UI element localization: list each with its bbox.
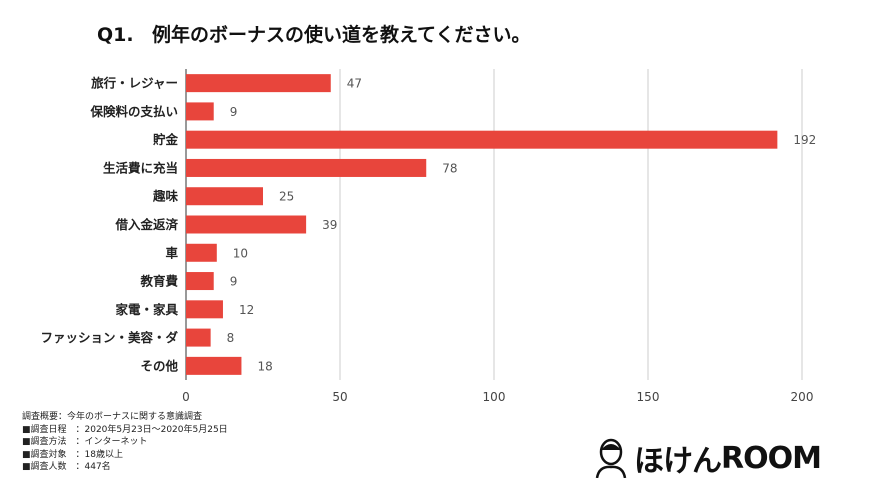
category-label: その他	[140, 358, 178, 373]
data-label: 18	[257, 359, 272, 373]
logo-kana: ほけん	[634, 444, 722, 479]
bar	[186, 158, 427, 177]
category-label: 生活費に充当	[103, 160, 178, 175]
bar	[186, 102, 214, 121]
hokenroom-logo: ほけん ROOM	[594, 436, 822, 480]
category-label: 趣味	[152, 189, 179, 204]
bar	[186, 215, 307, 234]
x-tick-label: 50	[332, 390, 347, 404]
category-label: 旅行・レジャー	[90, 76, 178, 91]
note-line: ■調査日程 ：2020年5月23日～2020年5月25日	[22, 424, 228, 435]
x-tick-label: 0	[182, 390, 190, 404]
note-line: ■調査人数 ：447名	[22, 462, 111, 472]
data-label: 192	[793, 133, 816, 147]
note-line: 調査概要：今年のボーナスに関する意識調査	[22, 412, 203, 422]
category-label: 家電・家具	[115, 302, 178, 317]
category-label: 借入金返済	[114, 217, 178, 232]
chart-title: Q1. 例年のボーナスの使い道を教えてください。	[97, 20, 530, 47]
data-label: 10	[233, 246, 248, 260]
survey-notes: 調査概要：今年のボーナスに関する意識調査 ■調査日程 ：2020年5月23日～2…	[22, 411, 228, 474]
data-label: 39	[322, 218, 337, 232]
data-label: 25	[279, 190, 294, 204]
category-label: 教育費	[139, 274, 178, 289]
category-label: ファッション・美容・ダ	[40, 330, 178, 345]
category-label: 保険料の支払い	[89, 104, 178, 119]
category-label: 車	[165, 245, 178, 260]
data-label: 47	[347, 77, 362, 91]
question-text: 例年のボーナスの使い道を教えてください。	[152, 24, 531, 46]
x-tick-label: 100	[483, 390, 506, 404]
x-tick-label: 200	[791, 390, 814, 404]
note-line: ■調査方法 ：インターネット	[22, 437, 148, 447]
person-icon	[595, 438, 627, 478]
bar	[186, 356, 242, 375]
note-line: ■調査対象 ：18歳以上	[22, 449, 123, 460]
data-label: 12	[239, 303, 254, 317]
bar	[186, 187, 263, 206]
data-label: 9	[230, 275, 238, 289]
bar	[186, 272, 214, 291]
data-label: 78	[442, 161, 457, 175]
bar	[186, 243, 217, 262]
bar	[186, 130, 778, 149]
data-label: 9	[230, 105, 238, 119]
bar	[186, 300, 223, 319]
bar	[186, 328, 211, 347]
data-label: 8	[227, 331, 235, 345]
bar	[186, 74, 331, 93]
question-number: Q1.	[97, 24, 134, 46]
x-tick-label: 150	[637, 390, 660, 404]
logo-latin: ROOM	[721, 440, 822, 476]
category-label: 貯金	[153, 132, 179, 147]
